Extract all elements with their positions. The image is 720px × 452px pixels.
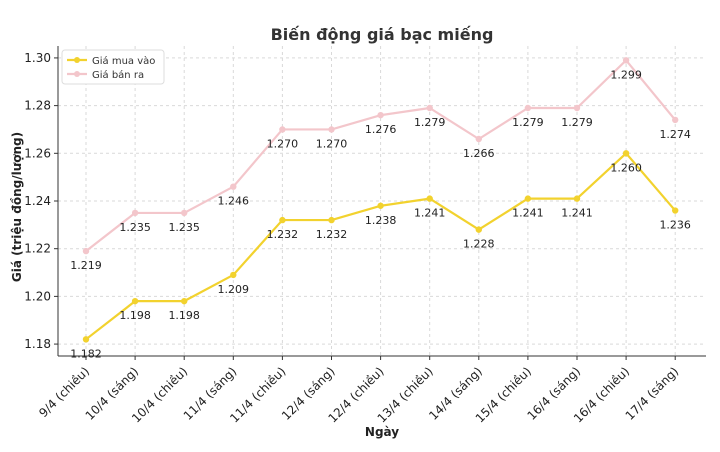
data-point: [328, 126, 335, 133]
data-label: 1.232: [316, 228, 348, 241]
x-tick-label: 17/4 (sáng): [623, 364, 682, 423]
data-point: [377, 202, 384, 209]
legend: Giá mua vào Giá bán ra: [61, 49, 165, 85]
data-label: 1.241: [561, 207, 593, 220]
data-label: 1.266: [463, 147, 495, 160]
data-label: 1.279: [512, 116, 544, 129]
data-label: 1.270: [267, 137, 299, 150]
data-point: [426, 104, 433, 112]
data-point: [622, 57, 630, 64]
data-label: 1.209: [218, 283, 250, 296]
legend-box: [61, 49, 165, 85]
data-point: [82, 247, 90, 255]
data-point: [131, 297, 139, 305]
data-label: 1.219: [70, 259, 102, 272]
data-label: 1.279: [561, 116, 593, 129]
data-label: 1.228: [463, 238, 495, 251]
y-tick-label: 1.26: [24, 146, 51, 160]
data-point: [573, 104, 581, 112]
data-label: 1.299: [610, 68, 642, 81]
data-point: [82, 336, 90, 343]
data-label: 1.260: [610, 161, 642, 174]
x-axis-label: Ngày: [365, 425, 399, 439]
y-tick-label: 1.28: [24, 99, 51, 113]
data-point: [131, 209, 139, 217]
data-point: [622, 150, 630, 157]
series-group: [82, 57, 679, 343]
y-axis-label: Giá (triệu đồng/lượng): [10, 132, 24, 282]
data-point: [426, 195, 433, 202]
y-tick-label: 1.18: [24, 337, 51, 351]
data-label: 1.276: [365, 123, 397, 136]
legend-marker: [74, 57, 80, 63]
y-tick-label: 1.30: [24, 51, 51, 65]
data-point: [672, 116, 679, 124]
y-tick-label: 1.22: [24, 242, 51, 256]
y-tick-label: 1.20: [24, 289, 51, 303]
legend-label: Giá bán ra: [92, 69, 144, 81]
y-tick-label: 1.24: [24, 194, 51, 208]
data-label: 1.182: [70, 347, 102, 360]
grid: [58, 46, 706, 356]
data-point: [181, 297, 188, 305]
data-point: [573, 195, 581, 202]
data-point: [377, 111, 384, 119]
data-point: [475, 135, 482, 143]
data-point: [672, 207, 679, 214]
data-point: [524, 195, 532, 202]
data-point: [230, 271, 237, 279]
data-point: [181, 209, 188, 217]
data-point: [475, 226, 482, 233]
legend-label: Giá mua vào: [92, 55, 155, 67]
data-point: [279, 216, 286, 224]
axes: 1.181.201.221.241.261.281.309/4 (chiều)1…: [24, 46, 706, 425]
data-label: 1.274: [659, 128, 691, 141]
data-label: 1.235: [168, 221, 200, 234]
data-label: 1.236: [659, 219, 691, 232]
data-point: [279, 126, 286, 133]
data-label: 1.270: [316, 137, 348, 150]
data-labels: 1.182 1.198 1.198 1.209 1.232 1.232 1.238 1.241…: [70, 68, 691, 360]
data-label: 1.279: [414, 116, 446, 129]
data-label: 1.241: [512, 207, 544, 220]
data-label: 1.235: [119, 221, 151, 234]
legend-marker: [74, 71, 80, 77]
data-label: 1.241: [414, 207, 446, 220]
data-point: [328, 216, 335, 224]
data-label: 1.198: [119, 309, 151, 322]
data-label: 1.238: [365, 214, 397, 227]
data-label: 1.232: [267, 228, 299, 241]
data-point: [524, 104, 532, 112]
data-label: 1.246: [218, 195, 250, 208]
data-point: [230, 183, 237, 190]
data-label: 1.198: [168, 309, 200, 322]
chart-title: Biến động giá bạc miếng: [271, 25, 494, 44]
